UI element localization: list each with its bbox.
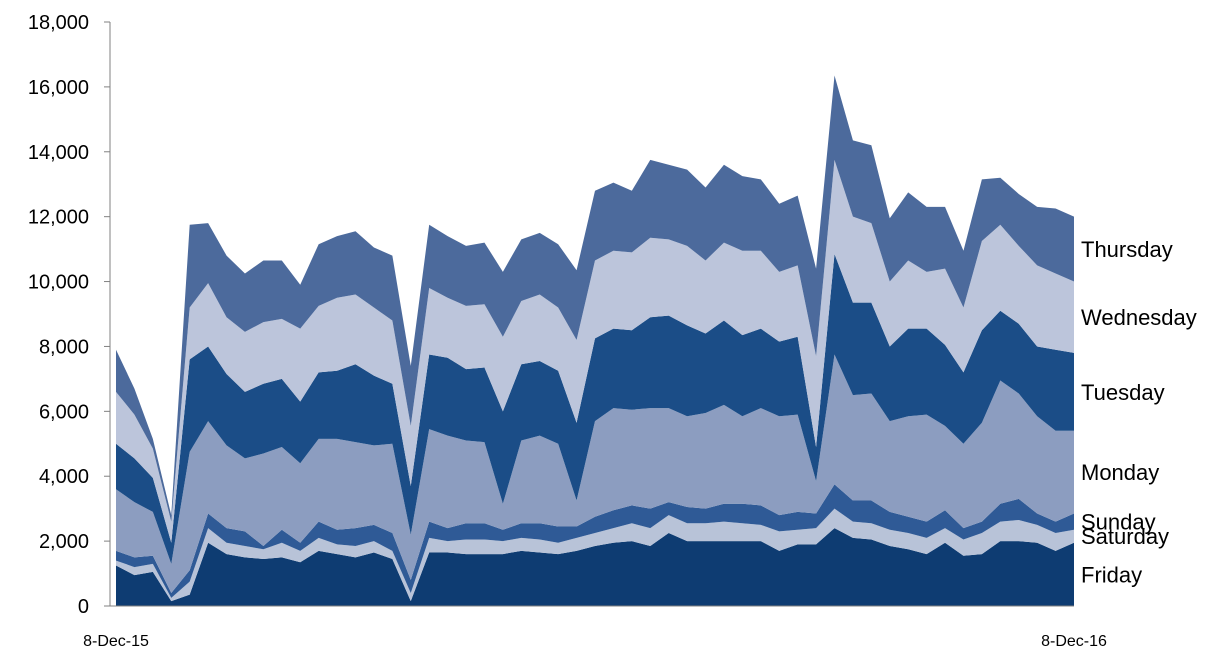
- y-tick-label: 10,000: [28, 272, 89, 294]
- y-tick-label: 8,000: [39, 336, 89, 358]
- x-tick-label: 8-Dec-15: [83, 633, 149, 650]
- area-series-monday: [116, 354, 1074, 594]
- y-tick-label: 6,000: [39, 401, 89, 423]
- series-label-friday: Friday: [1081, 562, 1142, 587]
- series-label-sunday: Sunday: [1081, 510, 1156, 535]
- area-series-group: [116, 75, 1074, 606]
- series-label-wednesday: Wednesday: [1081, 305, 1197, 330]
- x-tick-label: 8-Dec-16: [1041, 633, 1107, 650]
- area-series-tuesday: [116, 253, 1074, 564]
- area-series-sunday: [116, 484, 1074, 598]
- series-label-tuesday: Tuesday: [1081, 380, 1165, 405]
- area-series-wednesday: [116, 159, 1074, 543]
- area-series-friday: [116, 528, 1074, 606]
- y-axis-ticks: 0 2,000 4,000 6,000 8,000 10,000 12,000 14,000 1…: [28, 12, 110, 618]
- area-series-saturday: [116, 508, 1074, 602]
- x-axis-ticks: 8-Dec-15 8-Dec-16: [83, 633, 1107, 650]
- series-label-saturday: Saturday: [1081, 524, 1169, 549]
- y-tick-label: 16,000: [28, 77, 89, 99]
- y-tick-label: 18,000: [28, 12, 89, 34]
- y-tick-label: 2,000: [39, 531, 89, 553]
- y-tick-label: 12,000: [28, 207, 89, 229]
- y-tick-label: 14,000: [28, 142, 89, 164]
- series-label-thursday: Thursday: [1081, 237, 1173, 262]
- area-series-thursday: [116, 75, 1074, 522]
- y-tick-label: 0: [78, 596, 89, 618]
- series-label-monday: Monday: [1081, 460, 1159, 485]
- y-tick-label: 4,000: [39, 466, 89, 488]
